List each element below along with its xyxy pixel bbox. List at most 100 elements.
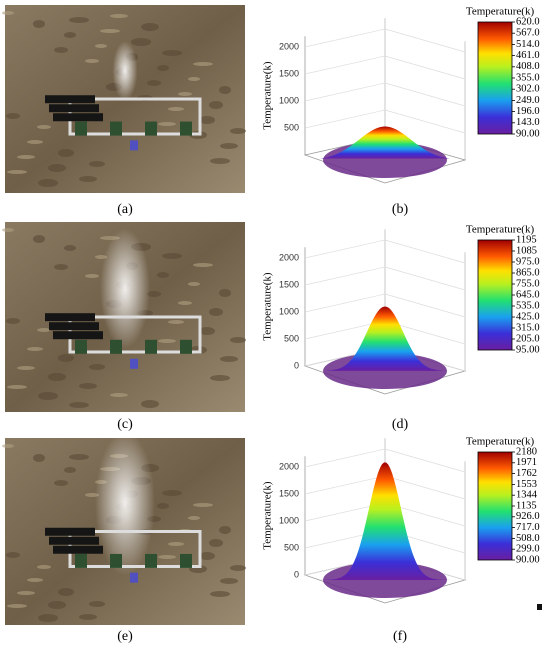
debris	[220, 356, 238, 362]
debris	[209, 308, 223, 316]
colorbar-title: Temperature(k)	[466, 6, 535, 18]
colorbar-title: Temperature(k)	[466, 224, 535, 236]
colorbar-tick-label: 205.0	[516, 333, 540, 344]
grid-line	[384, 82, 466, 107]
colorbar-tick-label: 535.0	[516, 300, 540, 311]
debris	[89, 364, 105, 370]
debris	[85, 59, 99, 63]
z-axis-title: Temperature(k)	[262, 481, 274, 550]
launcher	[49, 104, 99, 113]
debris	[141, 23, 159, 31]
debris	[7, 604, 27, 608]
grid-line	[384, 293, 466, 318]
debris	[54, 264, 68, 270]
colorbar	[477, 21, 513, 135]
debris	[69, 402, 89, 408]
colorbar-title: Temperature(k)	[466, 436, 535, 448]
cup	[130, 140, 138, 151]
colorbar-tick-label: 645.0	[516, 289, 540, 300]
smoke	[100, 228, 150, 349]
colorbar-tick-label: 975.0	[516, 256, 540, 267]
z-tick-label: 1000	[279, 95, 299, 105]
debris	[58, 588, 74, 596]
colorbar-tick-label: 143.0	[516, 117, 540, 128]
grid-line	[384, 266, 466, 291]
z-tick-label: 2000	[279, 252, 299, 262]
launcher	[45, 95, 95, 104]
debris	[37, 565, 51, 569]
colorbar-tick-label: 90.00	[516, 554, 540, 565]
debris	[199, 552, 215, 560]
colorbar-tick-label: 755.0	[516, 278, 540, 289]
z-axis-title: Temperature(k)	[262, 272, 274, 341]
surface	[320, 462, 450, 580]
colorbar-tick-label: 461.0	[516, 50, 540, 61]
grid-line	[304, 82, 386, 102]
debris	[230, 565, 246, 571]
surface	[320, 306, 450, 371]
debris	[64, 245, 76, 251]
debris	[37, 125, 51, 129]
marker	[537, 604, 542, 610]
grid-line	[304, 266, 386, 286]
colorbar	[477, 451, 513, 561]
colorbar-tick-label: 926.0	[516, 511, 540, 522]
z-tick-label: 1500	[279, 488, 299, 498]
launcher	[45, 527, 95, 536]
debris	[168, 107, 184, 111]
debris	[7, 385, 27, 389]
debris	[38, 392, 58, 400]
colorbar-tick-label: 508.0	[516, 533, 540, 544]
grid-line	[304, 475, 386, 495]
valve	[110, 339, 122, 354]
grid-line	[384, 109, 466, 134]
colorbar-tick-label: 408.0	[516, 61, 540, 72]
colorbar-tick-label: 1195	[516, 234, 537, 245]
colorbar-tick-label: 1135	[516, 500, 537, 511]
valve	[145, 121, 157, 136]
debris	[230, 128, 246, 134]
z-tick-label: 500	[284, 333, 299, 343]
launcher	[53, 331, 103, 340]
launcher	[53, 113, 103, 122]
debris	[110, 14, 128, 18]
debris	[158, 555, 176, 559]
grid-line	[384, 55, 466, 80]
debris	[219, 289, 231, 297]
z-tick-label: 1000	[279, 306, 299, 316]
debris	[162, 253, 182, 259]
debris	[79, 383, 97, 389]
colorbar-tick-label: 2180	[516, 446, 537, 457]
debris	[210, 375, 230, 381]
valve	[180, 339, 192, 354]
debris	[188, 516, 200, 520]
valve	[110, 121, 122, 136]
debris	[178, 301, 192, 305]
z-axis-title: Temperature(k)	[262, 61, 274, 130]
launcher	[53, 545, 103, 554]
colorbar-tick-label: 196.0	[516, 106, 540, 117]
colorbar-tick-label: 355.0	[516, 72, 540, 83]
colorbar-tick-label: 1553	[516, 479, 537, 490]
colorbar-tick-label: 717.0	[516, 522, 540, 533]
debris	[219, 86, 231, 94]
colorbar-tick-label: 865.0	[516, 267, 540, 278]
debris	[158, 339, 176, 343]
launcher	[49, 536, 99, 545]
debris	[147, 291, 161, 297]
colorbar-tick-label: 620.0	[516, 16, 540, 27]
debris	[27, 578, 43, 582]
debris	[48, 164, 66, 172]
debris	[27, 347, 43, 351]
cup	[130, 358, 138, 369]
grid-line	[304, 109, 386, 129]
debris	[162, 490, 182, 496]
valve	[75, 553, 87, 568]
valve	[75, 339, 87, 354]
debris	[157, 503, 169, 509]
debris	[54, 480, 68, 486]
grid-line	[384, 475, 466, 500]
debris	[89, 601, 105, 607]
debris	[100, 29, 120, 33]
debris	[58, 149, 74, 157]
